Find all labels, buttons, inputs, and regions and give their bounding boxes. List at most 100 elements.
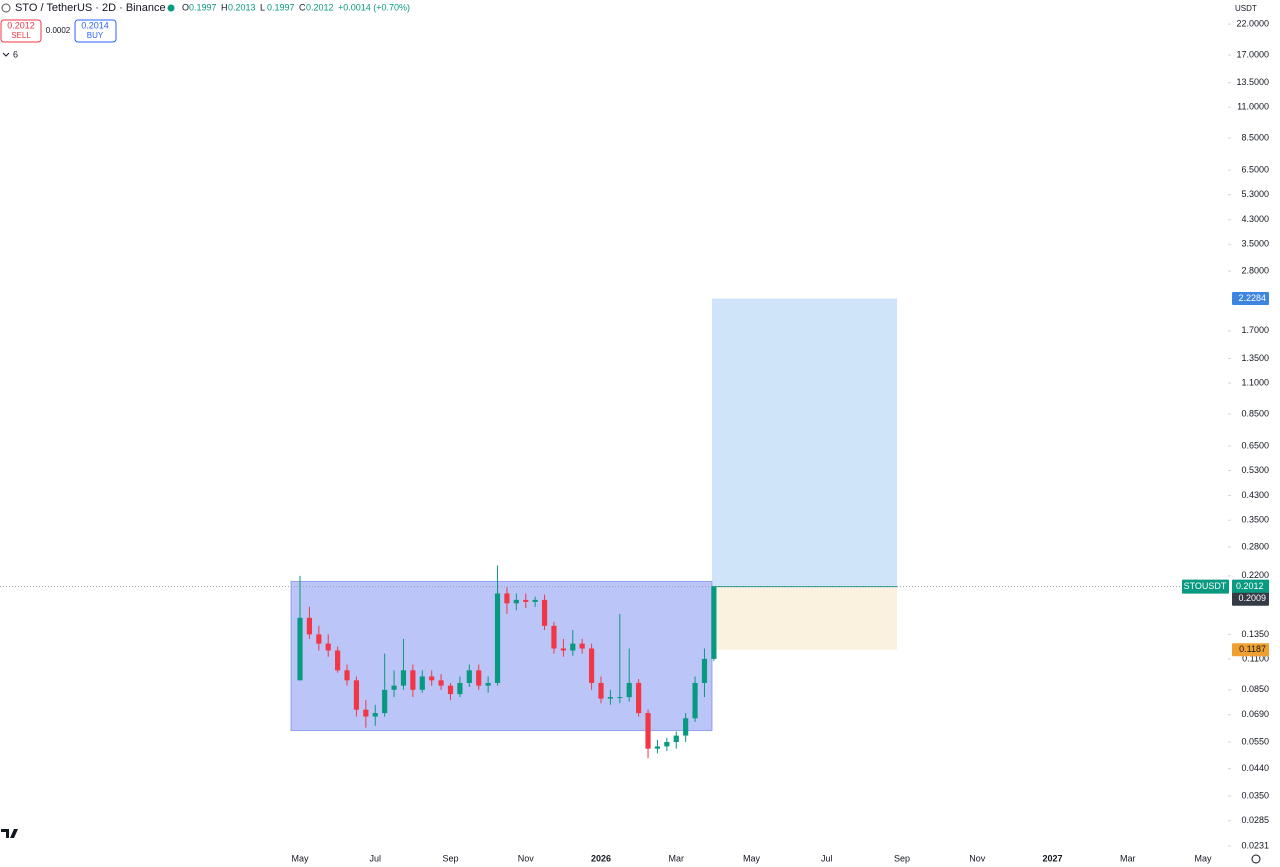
candle-body	[532, 599, 538, 602]
candle-body	[683, 718, 689, 736]
y-tick-label: 17.0000	[1236, 49, 1269, 59]
candle-body	[476, 670, 482, 686]
y-tick-label: 0.0350	[1241, 790, 1269, 800]
y-tick-label: 0.0231	[1241, 840, 1269, 850]
buy-button[interactable]	[74, 19, 117, 43]
y-tick-label: 0.0690	[1241, 709, 1269, 719]
settings-icon[interactable]	[1251, 854, 1261, 864]
candle-body	[410, 670, 416, 690]
y-tick-label: 11.0000	[1237, 102, 1269, 112]
candle-body	[664, 741, 670, 747]
candle-body	[466, 670, 472, 683]
candle-body	[598, 682, 604, 699]
y-tick-label: 6.5000	[1241, 165, 1269, 175]
candle-body	[523, 599, 529, 602]
candle-body	[438, 680, 444, 686]
x-tick-label: Mar	[669, 853, 685, 863]
currency[interactable]: USDT	[1235, 4, 1257, 13]
y-tick-label: 0.3500	[1241, 515, 1269, 525]
y-tick-label: 0.8500	[1241, 408, 1269, 418]
y-tick-label: 5.3000	[1241, 189, 1269, 199]
stop-price: 0.1187	[1239, 644, 1266, 654]
logo	[1, 829, 18, 838]
y-tick-label: 8.5000	[1241, 132, 1269, 142]
target-price: 2.2284	[1238, 293, 1266, 303]
symbol-tag-bg	[1182, 579, 1229, 594]
candle-body	[363, 709, 369, 717]
stop-price-bg	[1232, 643, 1269, 657]
y-tick-label: 4.3000	[1241, 214, 1269, 224]
x-tick-label: 2026	[591, 853, 611, 863]
candle-body	[570, 643, 576, 651]
y-tick-label: 0.1350	[1241, 629, 1269, 639]
symbol-icon	[1, 3, 11, 13]
candle-body	[692, 682, 698, 719]
buy-price[interactable]: 0.2014	[81, 20, 109, 30]
y-tick-label: 0.4300	[1241, 490, 1269, 500]
indicators-chevron[interactable]	[2, 52, 10, 57]
ohlc-legend: O 0.1997 H 0.2013 L 0.1997 C 0.2012 +0.0014 (+0.…	[182, 2, 410, 12]
x-tick-label: 2027	[1042, 853, 1062, 863]
candle-body	[494, 593, 501, 683]
candle-body	[372, 713, 378, 717]
buy-label[interactable]: BUY	[87, 31, 104, 40]
candle-body	[429, 676, 435, 681]
y-tick-label: 1.1000	[1241, 377, 1269, 387]
ohlc-value: 0.2012	[306, 2, 334, 12]
candle-body	[504, 593, 510, 604]
y-tick-label: 3.5000	[1241, 239, 1269, 249]
y-tick-label: 0.5300	[1241, 465, 1269, 475]
candle-body	[344, 670, 350, 681]
candle-body	[419, 676, 425, 690]
candle-body	[589, 648, 595, 683]
sell-label[interactable]: SELL	[11, 31, 31, 40]
x-tick-label: May	[291, 853, 309, 863]
candle-body	[447, 685, 454, 695]
candle-body	[306, 617, 312, 635]
ohlc-value: 0.1997	[189, 2, 217, 12]
sell-button[interactable]	[0, 19, 42, 43]
y-tick-label: 0.0440	[1241, 763, 1269, 773]
ohlc-label: C	[299, 2, 306, 12]
y-tick-label: 1.7000	[1241, 325, 1269, 335]
candle-body	[316, 634, 322, 644]
target-zone	[712, 298, 897, 587]
x-tick-label: Nov	[969, 853, 986, 863]
candle-body	[457, 682, 463, 695]
range-box	[290, 580, 713, 732]
symbol-title: STO / TetherUS · 2D · Binance	[15, 2, 166, 14]
y-tick-label: 1.3500	[1241, 353, 1269, 363]
candle-body	[636, 682, 642, 714]
y-tick-label: 0.0850	[1241, 684, 1269, 694]
stop-zone	[712, 586, 897, 650]
marker-price-bg	[1232, 592, 1269, 606]
x-tick-label: Jul	[821, 853, 833, 863]
candle-body	[607, 697, 613, 699]
x-tick-label: Jul	[369, 853, 381, 863]
x-tick-label: Sep	[894, 853, 910, 863]
candle-body	[579, 643, 585, 649]
market-status	[167, 4, 175, 12]
y-tick-label: 2.8000	[1241, 265, 1269, 275]
sell-price[interactable]: 0.2012	[7, 20, 35, 30]
candle-body	[673, 735, 679, 742]
candle-body	[382, 689, 388, 714]
candle-body	[560, 648, 566, 651]
indicators-count[interactable]: 6	[13, 49, 18, 59]
x-tick-label: Sep	[442, 853, 458, 863]
marker-price: 0.2009	[1238, 593, 1266, 603]
ohlc-label: H	[221, 2, 228, 12]
ohlc-label: O	[182, 2, 189, 12]
candle-body	[513, 599, 519, 604]
y-tick-label: 0.0285	[1241, 815, 1269, 825]
candle-body	[325, 643, 331, 651]
candle-body	[335, 650, 341, 671]
x-tick-label: Nov	[518, 853, 535, 863]
candle-body	[485, 682, 491, 686]
candle-body	[626, 682, 632, 698]
ohlc-change: +0.0014 (+0.70%)	[338, 2, 410, 12]
x-tick-label: Mar	[1120, 853, 1136, 863]
y-tick-label: 0.0550	[1241, 736, 1269, 746]
